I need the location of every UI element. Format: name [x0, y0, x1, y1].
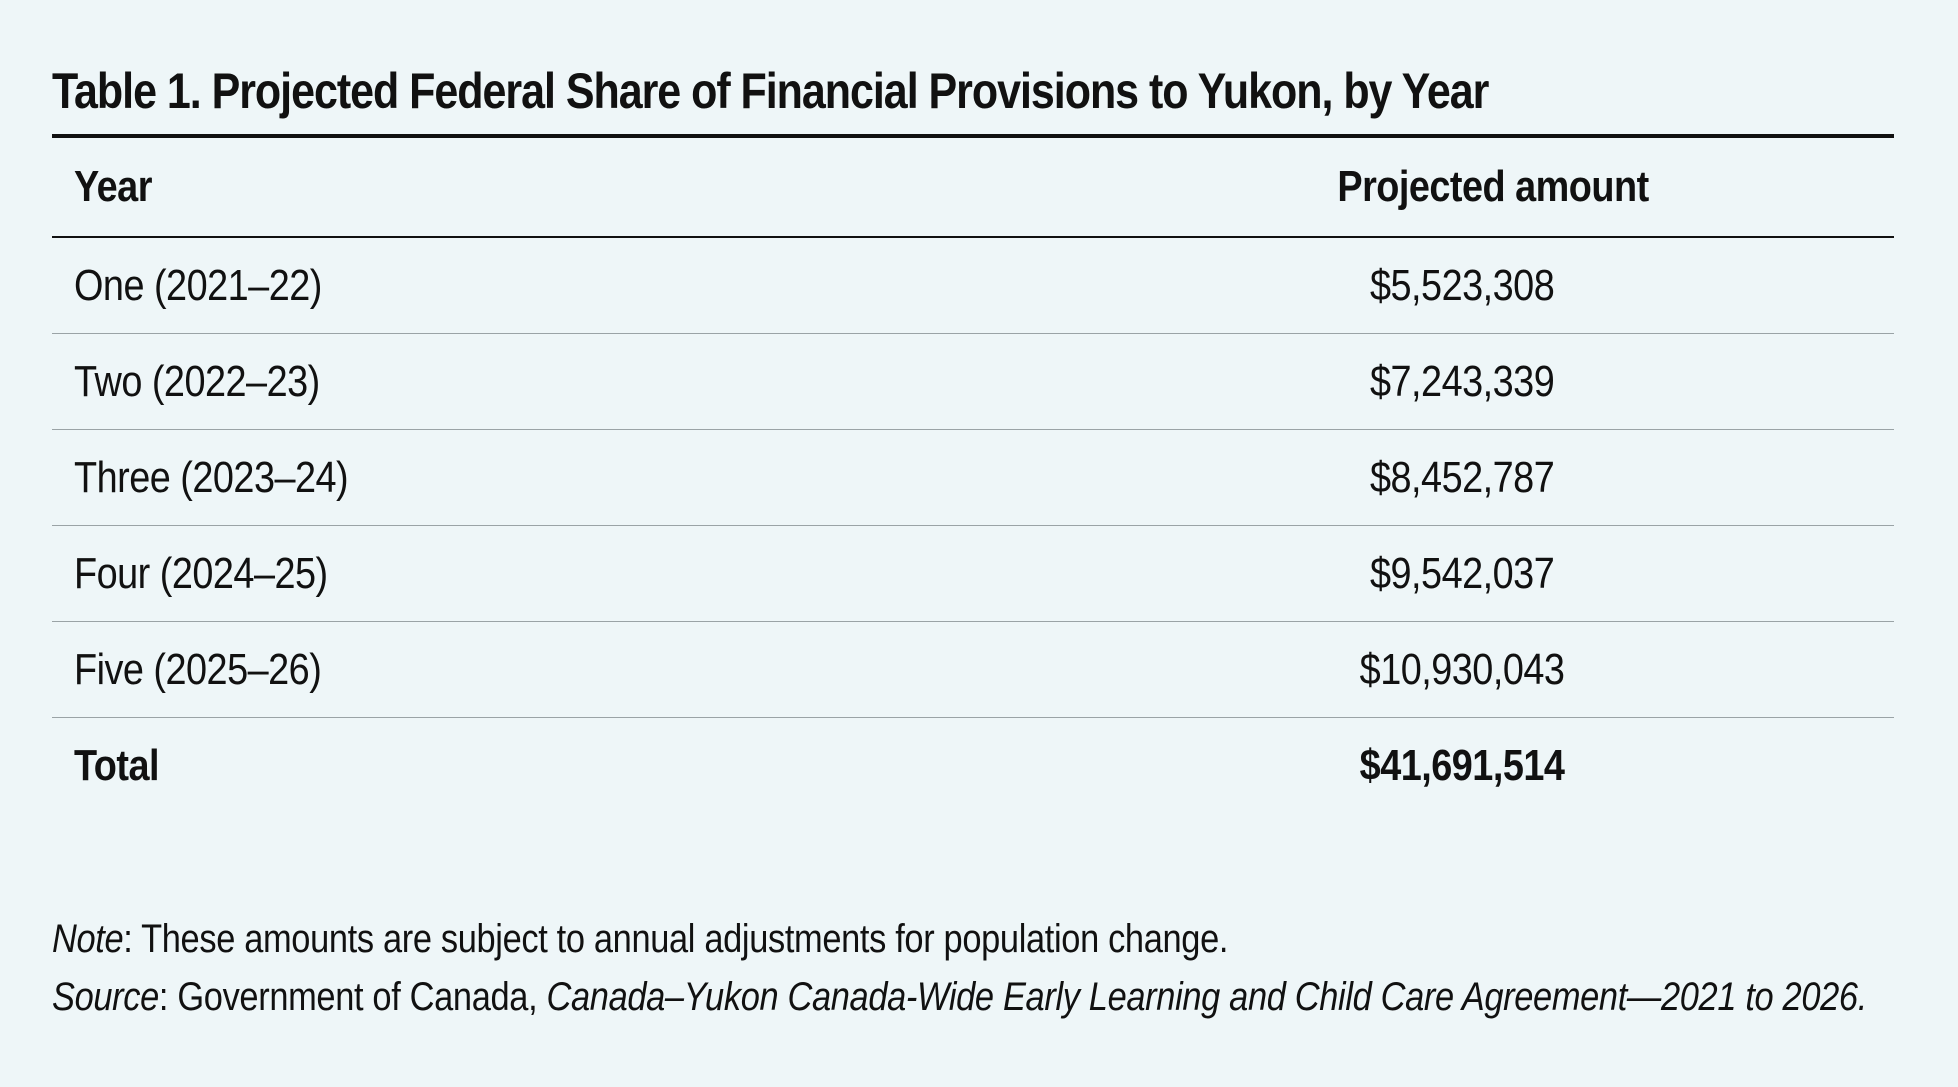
header-row: Year Projected amount — [52, 138, 1894, 238]
table-title: Table 1. Projected Federal Share of Fina… — [52, 63, 1489, 119]
total-amount: $41,691,514 — [1359, 740, 1565, 790]
row-amount: $5,523,308 — [1052, 237, 1894, 334]
table-row: One (2021–22) $5,523,308 — [52, 237, 1894, 334]
row-year: Four (2024–25) — [52, 525, 1052, 622]
row-year: Three (2023–24) — [52, 429, 1052, 526]
total-row: Total $41,691,514 — [52, 718, 1894, 814]
table-row: Two (2022–23) $7,243,339 — [52, 333, 1894, 430]
table-notes: Note: These amounts are subject to annua… — [52, 910, 1912, 1026]
source-document-title: Canada–Yukon Canada-Wide Early Learning … — [546, 975, 1868, 1019]
row-year: Five (2025–26) — [52, 621, 1052, 718]
data-table: Year Projected amount One (2021–22) $5,5… — [52, 138, 1894, 813]
header-amount: Projected amount — [1052, 138, 1894, 238]
row-amount: $7,243,339 — [1052, 333, 1894, 430]
row-amount: $10,930,043 — [1052, 621, 1894, 718]
table-figure: Table 1. Projected Federal Share of Fina… — [52, 58, 1894, 813]
header-year: Year — [52, 138, 1052, 238]
row-amount: $9,542,037 — [1052, 525, 1894, 622]
source-text: : Government of Canada, — [158, 975, 547, 1019]
note-text: : These amounts are subject to annual ad… — [123, 917, 1229, 961]
row-year: One (2021–22) — [52, 237, 1052, 334]
table-row: Five (2025–26) $10,930,043 — [52, 621, 1894, 718]
table-row: Four (2024–25) $9,542,037 — [52, 525, 1894, 622]
source-label: Source — [52, 975, 159, 1019]
table-row: Three (2023–24) $8,452,787 — [52, 429, 1894, 526]
total-label: Total — [74, 740, 160, 790]
note-line: Note: These amounts are subject to annua… — [52, 910, 1652, 968]
row-year: Two (2022–23) — [52, 333, 1052, 430]
title-rule — [52, 134, 1894, 138]
row-amount: $8,452,787 — [1052, 429, 1894, 526]
source-line: Source: Government of Canada, Canada–Yuk… — [52, 968, 1867, 1026]
note-label: Note — [52, 917, 124, 961]
